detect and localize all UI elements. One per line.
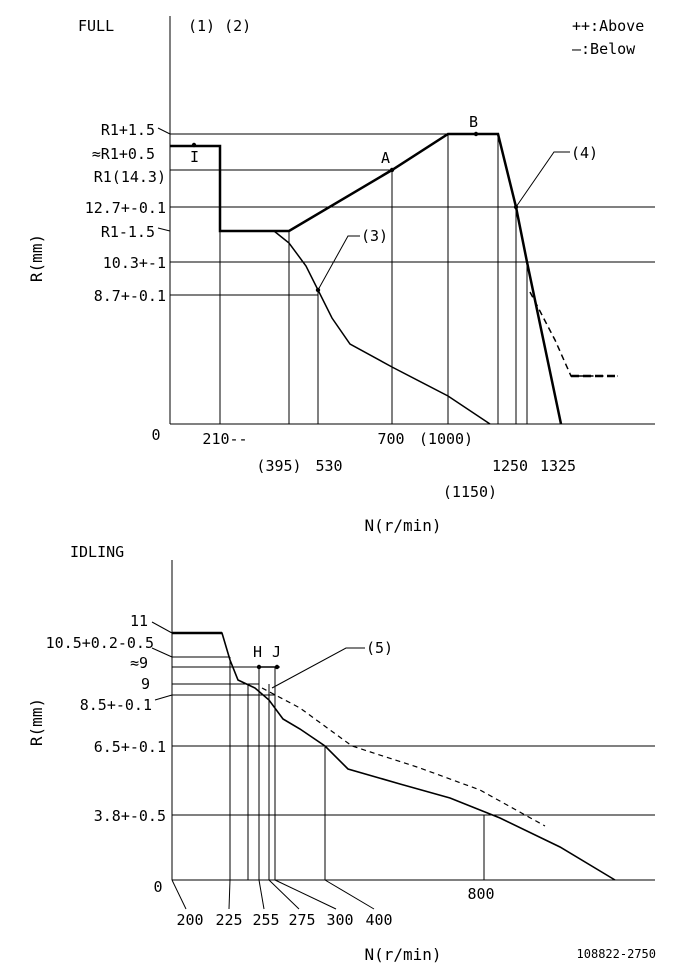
full-dashed-curve: [529, 291, 618, 377]
idling-y-label: 6.5+-0.1: [94, 738, 166, 756]
idling-xleader-275: [268, 879, 300, 910]
callout-5-label: (5): [366, 639, 393, 657]
point-b-label: B: [469, 113, 478, 131]
idling-xleader-400: [324, 879, 375, 910]
idling-x-label: 225: [215, 911, 242, 929]
idling-y-label: 3.8+-0.5: [94, 807, 166, 825]
idling-x-axis-title: N(r/min): [364, 945, 441, 964]
full-x-axis-title: N(r/min): [364, 516, 441, 535]
idling-y-label: 8.5+-0.1: [80, 696, 152, 714]
idling-x-label: 800: [467, 885, 494, 903]
full-x-label: (1000): [419, 430, 473, 448]
legend-below: —:Below: [572, 40, 636, 58]
idling-leader-85: [154, 694, 173, 701]
point-h-label: H: [253, 643, 262, 661]
point-j-marker: [274, 664, 280, 670]
idling-x-label: 200: [176, 911, 203, 929]
callout-3-leader: [317, 235, 360, 291]
full-x-label: 1325: [540, 457, 576, 475]
idling-y-label: 0: [153, 878, 162, 896]
full-notes: (1) (2): [188, 17, 251, 35]
legend-above: ++:Above: [572, 17, 644, 35]
full-y-label: 8.7+-0.1: [94, 287, 166, 305]
idling-x-label: 300: [326, 911, 353, 929]
idling-y-label: 10.5+0.2-0.5: [46, 634, 154, 652]
full-x-label: 1250: [492, 457, 528, 475]
full-load-curve: [170, 132, 563, 425]
full-x-label: 210--: [202, 430, 247, 448]
full-leader-r1p15: [157, 127, 171, 135]
full-title: FULL: [78, 17, 114, 35]
callout-4-label: (4): [571, 144, 598, 162]
point-b-marker: [473, 131, 479, 137]
full-x-label: (1150): [443, 483, 497, 501]
full-chart: FULL (1) (2) ++:Above —:Below: [27, 16, 655, 535]
idling-xleader-300: [274, 879, 337, 910]
point-a-label: A: [381, 149, 390, 167]
idling-x-label: 400: [365, 911, 392, 929]
full-x-label: 700: [377, 430, 404, 448]
full-x-label: (395): [256, 457, 301, 475]
point-j-label: J: [272, 643, 281, 661]
idling-xleader-200: [171, 879, 187, 910]
full-lower-curve: [273, 230, 491, 425]
point-a-marker: [389, 167, 395, 173]
callout-5-leader: [271, 647, 365, 689]
full-y-label: 12.7+-0.1: [85, 199, 166, 217]
full-y-axis-title: R(mm): [27, 234, 46, 282]
idling-x-label: 275: [288, 911, 315, 929]
idling-title: IDLING: [70, 543, 124, 561]
idling-xleader-225: [228, 879, 231, 910]
point-i-label: I: [190, 148, 199, 166]
full-y-label: R1+1.5: [101, 121, 155, 139]
point-h-marker: [256, 664, 262, 670]
idling-leader-105: [151, 647, 173, 658]
full-y-label: R1-1.5: [101, 223, 155, 241]
full-y-label: 10.3+-1: [103, 254, 166, 272]
full-leader-r1m15: [157, 227, 171, 232]
idling-y-label: 11: [130, 612, 148, 630]
callout-3-label: (3): [361, 227, 388, 245]
idling-y-axis-title: R(mm): [27, 698, 46, 746]
full-x-label: 530: [315, 457, 342, 475]
full-y-label: ≈R1+0.5: [92, 145, 155, 163]
idling-y-label: ≈9: [130, 654, 148, 672]
idling-xleader-255: [258, 879, 265, 910]
idling-leader-11: [151, 621, 173, 634]
full-y-label: R1(14.3): [94, 168, 166, 186]
callout-4-leader: [515, 151, 570, 208]
idling-dashed-curve: [261, 687, 546, 827]
idling-chart: IDLING H J (5): [27, 543, 655, 964]
idling-x-label: 255: [252, 911, 279, 929]
idling-y-label: 9: [141, 675, 150, 693]
drawing-number: 108822-2750: [577, 947, 656, 961]
full-y-label: 0: [151, 426, 160, 444]
idling-curve: [172, 632, 616, 881]
point-i-marker: [191, 142, 197, 148]
